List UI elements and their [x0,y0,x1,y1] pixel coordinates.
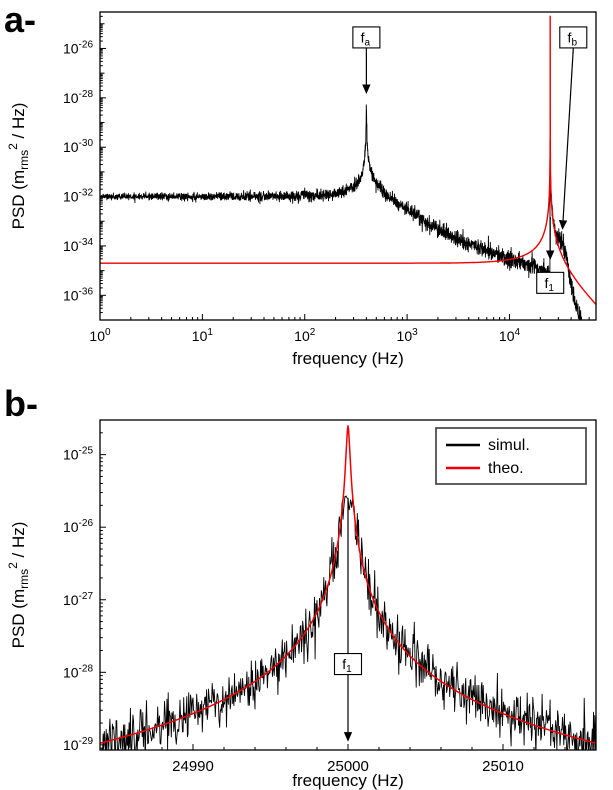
x-tick-label: 100 [89,327,111,344]
panel-a-frame [99,11,597,321]
y-tick-label: 10-36 [63,286,93,303]
y-tick-label: 10-32 [63,188,93,205]
panel-b-y-axis [100,432,106,749]
svg-text:fa: fa [361,29,371,48]
panel-b-annotation-f1: f1 [333,498,363,742]
panel-b-ylabel: PSD (mrms2 / Hz) [6,522,31,649]
legend-label-simul: simul. [488,437,530,454]
svg-text:fb: fb [568,29,578,48]
panel-b-x-axis [99,744,597,750]
y-tick-label: 10-26 [63,39,93,56]
panel-b-frame [99,419,597,751]
panel-a-chart: 100 101 102 103 104 10-26 10-28 10-30 10-32 10-34… [6,11,597,368]
x-tick-label: 24990 [172,758,214,775]
x-tick-label: 25000 [327,758,369,775]
x-tick-label: 104 [499,327,521,344]
panel-b-xlabel: frequency (Hz) [292,771,403,790]
y-tick-label: 10-34 [63,237,93,254]
svg-text:f1: f1 [544,275,554,294]
panel-a-annotation-f1: f1 [536,216,565,294]
panel-a-series-simul [100,43,583,320]
panel-a-x-axis [99,314,597,320]
panel-a-xlabel: frequency (Hz) [292,349,403,368]
y-tick-label: 10-25 [63,446,93,463]
y-tick-label: 10-26 [63,518,93,535]
svg-text:PSD (mrms2 / Hz): PSD (mrms2 / Hz) [6,103,31,230]
y-tick-label: 10-30 [63,138,93,155]
y-tick-label: 10-29 [63,736,93,753]
panel-a-y-axis [100,15,106,321]
svg-text:PSD (mrms2 / Hz): PSD (mrms2 / Hz) [6,522,31,649]
panel-a-label: a- [4,0,37,40]
y-tick-label: 10-28 [63,663,93,680]
panel-a-annotation-fb: fb [558,26,588,230]
panel-a-series-theo [100,15,596,305]
x-tick-label: 102 [294,327,316,344]
panel-a-ylabel: PSD (mrms2 / Hz) [6,103,31,230]
legend-label-theo: theo. [488,460,524,477]
x-tick-label: 25010 [482,758,524,775]
panel-a-annotation-fa: fa [352,26,381,94]
panel-b-series-theo [100,425,596,744]
panel-b-label: b- [4,383,38,424]
panel-b-series-simul [101,495,596,750]
x-tick-label: 101 [192,327,214,344]
panel-b-legend: simul. theo. [435,427,587,485]
svg-text:f1: f1 [342,656,352,675]
y-tick-label: 10-27 [63,591,93,608]
x-tick-label: 103 [397,327,419,344]
panel-b-chart: 24990 25000 25010 10-25 10-26 10-27 10-28 10-29… [6,419,597,790]
y-tick-label: 10-28 [63,89,93,106]
